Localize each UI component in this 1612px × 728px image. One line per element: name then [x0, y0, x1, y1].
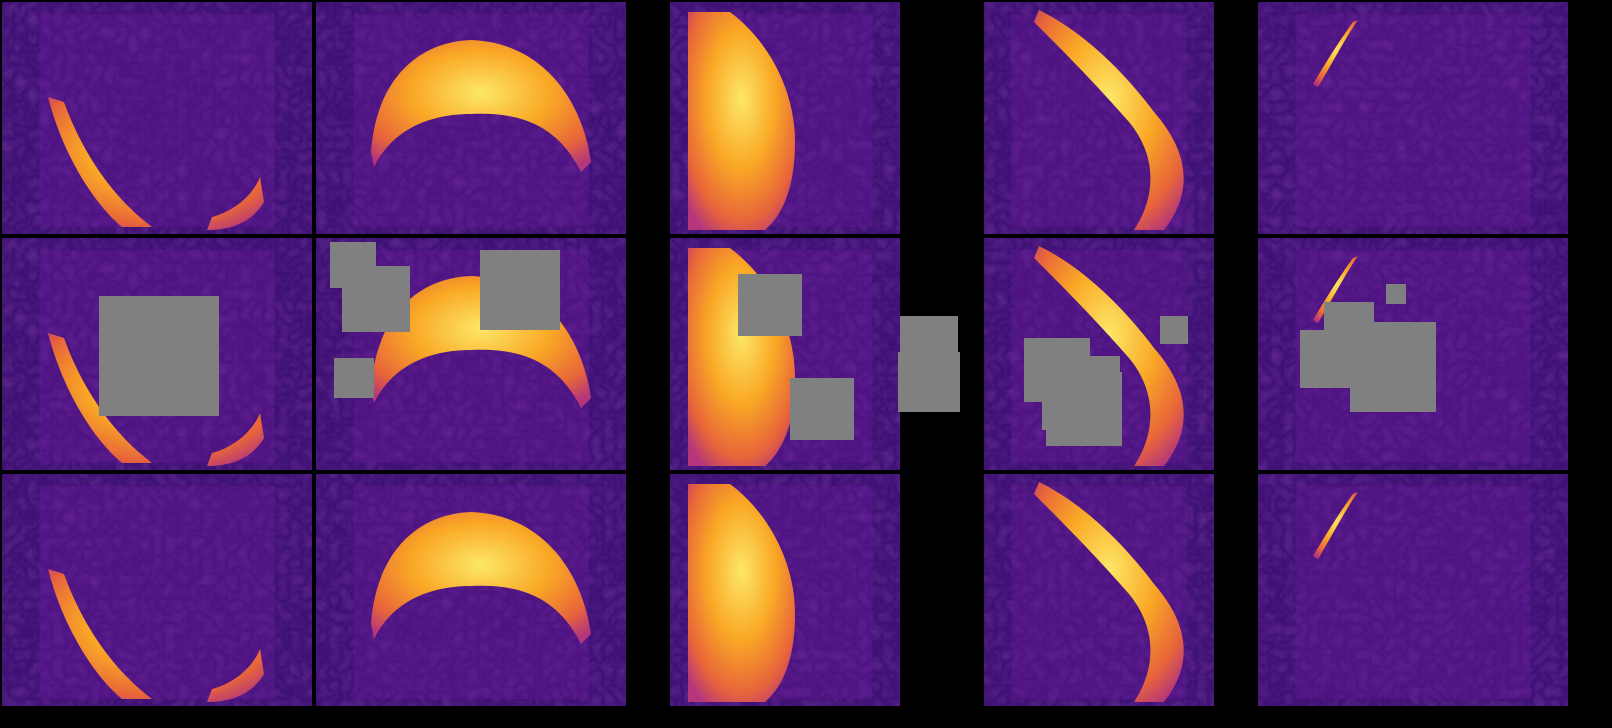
tile-masked-col-3 [670, 238, 900, 470]
fire-front [48, 97, 264, 230]
tile-masked-col-1 [2, 238, 312, 470]
tile-reconstructed-col-5 [1258, 474, 1568, 706]
mask-patch [898, 352, 960, 412]
tile-reconstructed-col-2 [316, 474, 626, 706]
mask-patch [900, 316, 958, 352]
fire-front [371, 40, 591, 172]
mask-patch [738, 274, 802, 336]
fire-front [371, 512, 591, 644]
tile-masked-col-5 [1258, 238, 1568, 470]
thermal-frame [1258, 2, 1568, 234]
mask-patch [480, 250, 560, 330]
fire-front [48, 333, 264, 466]
mask-patch [790, 378, 854, 440]
mask-patch [1046, 372, 1122, 446]
thermal-frame [670, 2, 900, 234]
mask-patch [1160, 316, 1188, 344]
fire-front [1313, 492, 1358, 559]
fire-front [688, 12, 795, 230]
thermal-frame [670, 238, 900, 470]
thermal-frame [316, 2, 626, 234]
tile-reconstructed-col-4 [984, 474, 1214, 706]
thermal-frame [984, 474, 1214, 706]
thermal-frame [984, 2, 1214, 234]
fire-front [1313, 20, 1358, 87]
tile-reconstructed-col-3 [670, 474, 900, 706]
tile-original-col-1 [2, 2, 312, 234]
burn-area [39, 13, 275, 228]
mask-patch [334, 358, 374, 398]
burn-area [39, 485, 275, 700]
burn-area [1295, 13, 1531, 228]
thermal-frame [670, 474, 900, 706]
fire-front [1034, 246, 1184, 466]
thermal-frame [1258, 474, 1568, 706]
mask-patch [1350, 322, 1436, 412]
texture-noise [1258, 2, 1568, 234]
tile-original-col-5 [1258, 2, 1568, 234]
tile-masked-col-2 [316, 238, 626, 470]
fire-front [1034, 10, 1184, 230]
texture-noise [1258, 474, 1568, 706]
fire-front [1034, 482, 1184, 702]
mask-patch [99, 296, 219, 416]
tile-original-col-4 [984, 2, 1214, 234]
mask-patch [1386, 284, 1406, 304]
tile-masked-col-4 [984, 238, 1214, 470]
fire-front [48, 569, 264, 702]
tile-original-col-2 [316, 2, 626, 234]
mask-patch [342, 266, 410, 332]
thermal-frame [316, 474, 626, 706]
tile-original-col-3 [670, 2, 900, 234]
tile-reconstructed-col-1 [2, 474, 312, 706]
thermal-frame [2, 2, 312, 234]
fire-front [688, 484, 795, 702]
mask-patch [1300, 330, 1356, 388]
burn-area [1295, 485, 1531, 700]
thermal-frame [2, 474, 312, 706]
